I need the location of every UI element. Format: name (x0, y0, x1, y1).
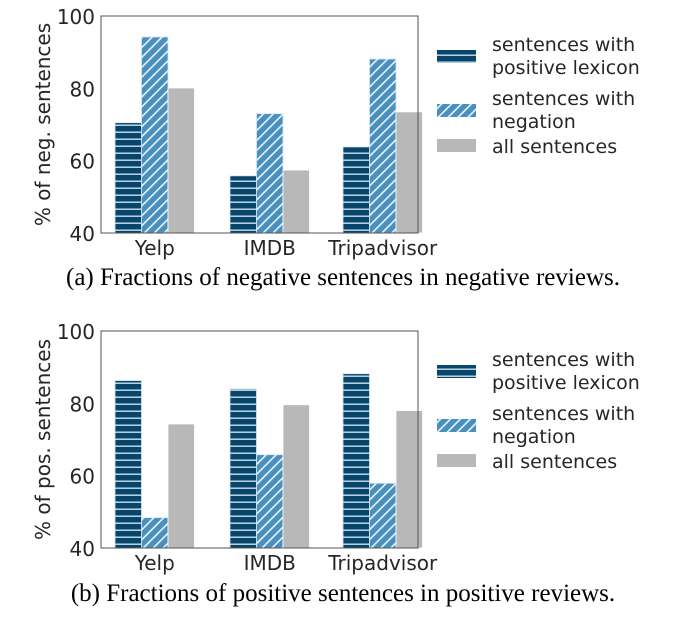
bar-tripadvisor-0 (342, 146, 370, 234)
x-tick-label: Yelp (134, 551, 175, 575)
legend-label: negation (492, 426, 576, 448)
legend-swatch (437, 139, 476, 152)
x-tick-label: IMDB (244, 551, 296, 575)
figure-a: Yelp IMDB Tripadvisor 40 60 80 100% of neg. se… (0, 0, 686, 310)
x-tick-label: Tripadvisor (327, 236, 438, 260)
bar-yelp-2 (167, 87, 195, 234)
legend-label: positive lexicon (492, 57, 640, 79)
y-tick-label: 60 (70, 465, 95, 489)
y-tick-label: 80 (70, 392, 95, 416)
y-tick-label: 100 (57, 5, 95, 29)
bar-imdb-1 (256, 454, 284, 549)
x-tick-label: IMDB (244, 236, 296, 260)
caption-a: (a) Fractions of negative sentences in n… (66, 264, 620, 291)
legend-label: sentences with (492, 88, 635, 110)
legend-swatch (437, 50, 476, 63)
bar-imdb-1 (256, 113, 284, 234)
figure-b: Yelp IMDB Tripadvisor 40 60 80 100% of pos. se… (0, 314, 686, 625)
bar-yelp-0 (114, 122, 142, 234)
bar-yelp-2 (167, 423, 195, 549)
legend-label: negation (492, 111, 576, 133)
legend-label: sentences with (492, 34, 635, 56)
y-tick-label: 100 (57, 320, 95, 344)
legend-swatch (437, 419, 476, 432)
bar-imdb-2 (282, 169, 310, 234)
bar-yelp-1 (141, 36, 169, 234)
y-axis-label: % of neg. sentences (31, 23, 55, 226)
plot-frame (100, 330, 419, 549)
bar-chart-negative-reviews: Yelp IMDB Tripadvisor 40 60 80 100% of neg. se… (31, 5, 640, 260)
plot-frame (100, 15, 419, 234)
y-axis-label: % of pos. sentences (31, 339, 55, 540)
bar-yelp-1 (141, 517, 169, 549)
caption-b: (b) Fractions of positive sentences in p… (70, 580, 616, 607)
legend-label: all sentences (492, 451, 617, 473)
y-tick-label: 60 (70, 150, 95, 174)
legend-swatch (437, 365, 476, 378)
legend-label: sentences with (492, 403, 635, 425)
bar-tripadvisor-0 (342, 373, 370, 549)
bar-imdb-2 (282, 404, 310, 549)
legend-swatch (437, 454, 476, 467)
bar-imdb-0 (229, 175, 257, 234)
bar-tripadvisor-1 (369, 482, 397, 549)
legend-label: positive lexicon (492, 372, 640, 394)
bar-chart-positive-reviews: Yelp IMDB Tripadvisor 40 60 80 100% of pos. se… (31, 320, 640, 575)
x-tick-label: Tripadvisor (327, 551, 438, 575)
bar-tripadvisor-1 (369, 58, 397, 234)
bar-imdb-0 (229, 388, 257, 549)
y-tick-label: 80 (70, 77, 95, 101)
legend-label: sentences with (492, 349, 635, 371)
x-tick-label: Yelp (134, 236, 175, 260)
y-tick-label: 40 (70, 222, 95, 246)
legend-swatch (437, 104, 476, 117)
bar-yelp-0 (114, 380, 142, 549)
bar-tripadvisor-2 (395, 111, 423, 234)
bar-tripadvisor-2 (395, 410, 423, 549)
y-tick-label: 40 (70, 537, 95, 561)
legend-label: all sentences (492, 136, 617, 158)
